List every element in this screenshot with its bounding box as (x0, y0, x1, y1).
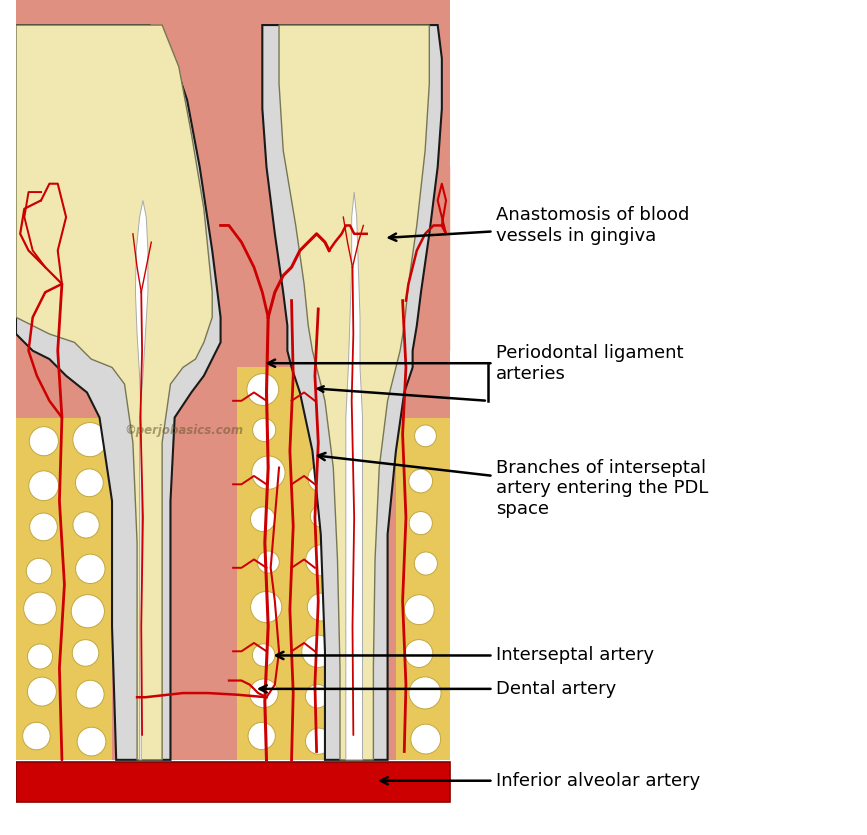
Circle shape (250, 679, 278, 707)
Circle shape (26, 559, 52, 584)
Polygon shape (16, 125, 70, 351)
Polygon shape (16, 418, 112, 760)
Circle shape (29, 513, 57, 541)
Polygon shape (16, 25, 212, 760)
Circle shape (28, 644, 53, 669)
Text: Dental artery: Dental artery (259, 680, 616, 698)
Polygon shape (16, 0, 851, 835)
Text: Interseptal artery: Interseptal artery (277, 646, 655, 665)
Polygon shape (16, 25, 220, 760)
Circle shape (29, 427, 58, 456)
Text: Periodontal ligament
arteries: Periodontal ligament arteries (268, 344, 683, 382)
Circle shape (414, 552, 438, 575)
Circle shape (251, 507, 275, 532)
Circle shape (307, 593, 336, 621)
Circle shape (29, 471, 59, 501)
Circle shape (305, 728, 332, 754)
Circle shape (302, 635, 334, 667)
Polygon shape (16, 0, 450, 760)
Circle shape (414, 425, 436, 447)
Circle shape (75, 554, 105, 584)
Circle shape (306, 545, 336, 576)
Text: Inferior alveolar artery: Inferior alveolar artery (381, 772, 701, 790)
Circle shape (28, 677, 56, 706)
Circle shape (308, 464, 336, 493)
Circle shape (409, 677, 441, 709)
Polygon shape (263, 25, 442, 760)
Circle shape (405, 640, 433, 667)
Polygon shape (279, 25, 429, 760)
Circle shape (77, 727, 106, 756)
Polygon shape (396, 418, 450, 760)
Circle shape (310, 505, 332, 527)
Circle shape (247, 373, 278, 406)
Text: Branches of interseptal
artery entering the PDL
space: Branches of interseptal artery entering … (318, 453, 708, 519)
Circle shape (307, 380, 333, 406)
Polygon shape (346, 192, 362, 760)
Circle shape (75, 469, 103, 497)
Circle shape (76, 681, 104, 708)
Polygon shape (135, 200, 148, 760)
Circle shape (23, 592, 56, 625)
Circle shape (257, 551, 279, 573)
Circle shape (252, 644, 275, 666)
Circle shape (251, 456, 285, 489)
Circle shape (252, 418, 276, 442)
Polygon shape (438, 167, 450, 351)
Circle shape (411, 724, 440, 754)
Circle shape (73, 512, 99, 538)
Circle shape (310, 419, 333, 443)
Circle shape (248, 722, 276, 750)
Text: ©perjobasics.com: ©perjobasics.com (125, 424, 244, 438)
Polygon shape (238, 367, 346, 760)
Polygon shape (220, 192, 312, 351)
Circle shape (305, 685, 329, 708)
Text: Anastomosis of blood
vessels in gingiva: Anastomosis of blood vessels in gingiva (389, 206, 689, 245)
Circle shape (72, 640, 99, 666)
Circle shape (71, 595, 104, 628)
Circle shape (409, 512, 433, 534)
Circle shape (409, 469, 433, 493)
Circle shape (23, 722, 50, 750)
Circle shape (251, 591, 282, 623)
Circle shape (404, 595, 434, 625)
FancyBboxPatch shape (16, 762, 450, 802)
Circle shape (73, 423, 107, 457)
